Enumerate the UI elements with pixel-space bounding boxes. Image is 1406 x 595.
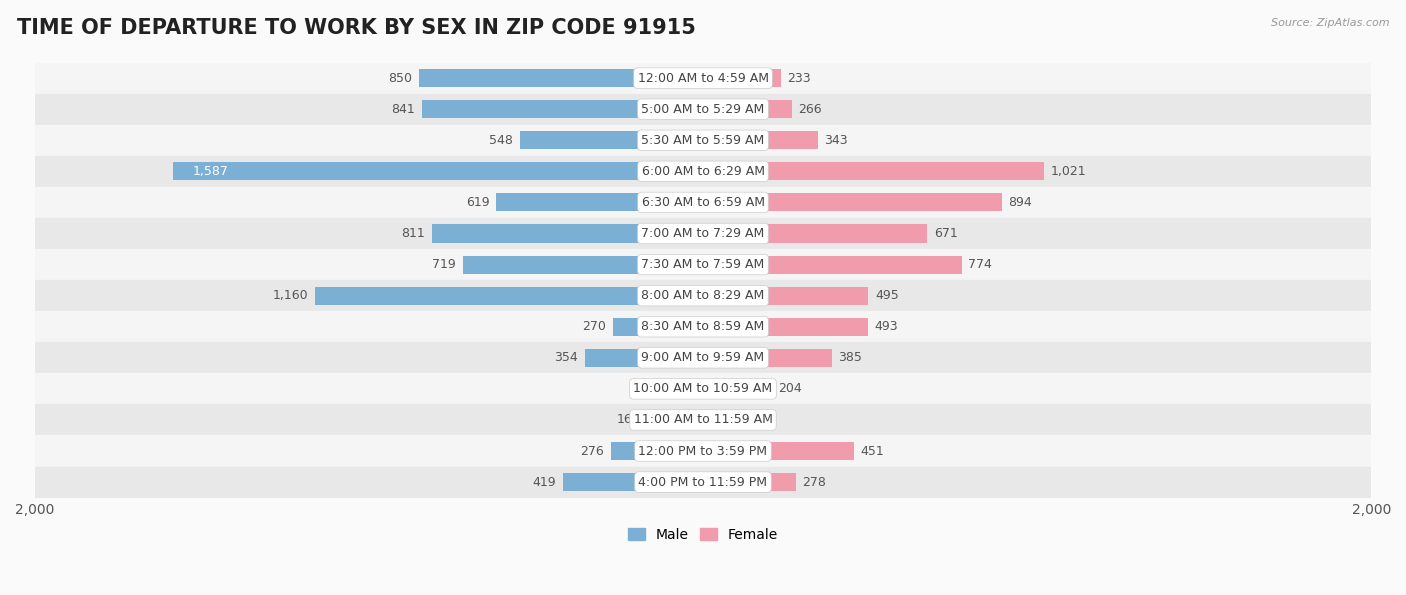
- Bar: [35, 311, 1371, 342]
- Bar: [610, 442, 703, 460]
- Text: 233: 233: [787, 71, 811, 84]
- Bar: [35, 93, 1371, 125]
- Bar: [562, 473, 703, 491]
- Bar: [703, 349, 832, 367]
- Bar: [703, 162, 1045, 180]
- Text: 1,160: 1,160: [273, 289, 309, 302]
- Bar: [35, 62, 1371, 93]
- Text: 354: 354: [554, 351, 578, 364]
- Text: 385: 385: [838, 351, 862, 364]
- Bar: [703, 380, 770, 398]
- Bar: [35, 218, 1371, 249]
- Text: 6:00 AM to 6:29 AM: 6:00 AM to 6:29 AM: [641, 165, 765, 178]
- Bar: [35, 373, 1371, 405]
- Text: 4:00 PM to 11:59 PM: 4:00 PM to 11:59 PM: [638, 475, 768, 488]
- Text: 1,587: 1,587: [193, 165, 229, 178]
- Text: 168: 168: [616, 414, 640, 427]
- Text: 451: 451: [860, 444, 884, 458]
- Bar: [703, 256, 962, 274]
- Text: 6:30 AM to 6:59 AM: 6:30 AM to 6:59 AM: [641, 196, 765, 209]
- Bar: [35, 280, 1371, 311]
- Text: 204: 204: [778, 383, 801, 395]
- Bar: [173, 162, 703, 180]
- Bar: [422, 100, 703, 118]
- Bar: [496, 193, 703, 211]
- Bar: [703, 287, 869, 305]
- Bar: [703, 131, 818, 149]
- Text: 276: 276: [581, 444, 605, 458]
- Text: 12:00 PM to 3:59 PM: 12:00 PM to 3:59 PM: [638, 444, 768, 458]
- Text: Source: ZipAtlas.com: Source: ZipAtlas.com: [1271, 18, 1389, 28]
- Bar: [35, 125, 1371, 156]
- Text: 894: 894: [1008, 196, 1032, 209]
- Bar: [520, 131, 703, 149]
- Text: 343: 343: [824, 134, 848, 147]
- Text: 5:30 AM to 5:59 AM: 5:30 AM to 5:59 AM: [641, 134, 765, 147]
- Text: 841: 841: [391, 103, 415, 115]
- Bar: [315, 287, 703, 305]
- Text: 8:30 AM to 8:59 AM: 8:30 AM to 8:59 AM: [641, 320, 765, 333]
- Bar: [703, 442, 853, 460]
- Text: 850: 850: [388, 71, 412, 84]
- Bar: [432, 224, 703, 243]
- Bar: [35, 436, 1371, 466]
- Bar: [613, 318, 703, 336]
- Text: 10:00 AM to 10:59 AM: 10:00 AM to 10:59 AM: [634, 383, 772, 395]
- Bar: [703, 69, 780, 87]
- Text: 9:00 AM to 9:59 AM: 9:00 AM to 9:59 AM: [641, 351, 765, 364]
- Text: 419: 419: [533, 475, 557, 488]
- Text: 11:00 AM to 11:59 AM: 11:00 AM to 11:59 AM: [634, 414, 772, 427]
- Legend: Male, Female: Male, Female: [623, 522, 783, 547]
- Text: 548: 548: [489, 134, 513, 147]
- Bar: [35, 342, 1371, 373]
- Text: 21: 21: [673, 383, 689, 395]
- Text: 266: 266: [799, 103, 823, 115]
- Text: 671: 671: [934, 227, 957, 240]
- Text: 95: 95: [741, 414, 758, 427]
- Bar: [703, 473, 796, 491]
- Bar: [703, 224, 927, 243]
- Text: 811: 811: [402, 227, 426, 240]
- Bar: [696, 380, 703, 398]
- Text: 7:00 AM to 7:29 AM: 7:00 AM to 7:29 AM: [641, 227, 765, 240]
- Bar: [35, 156, 1371, 187]
- Bar: [703, 318, 868, 336]
- Bar: [463, 256, 703, 274]
- Bar: [419, 69, 703, 87]
- Text: 1,021: 1,021: [1050, 165, 1087, 178]
- Text: 12:00 AM to 4:59 AM: 12:00 AM to 4:59 AM: [637, 71, 769, 84]
- Bar: [35, 466, 1371, 497]
- Text: 619: 619: [465, 196, 489, 209]
- Bar: [35, 405, 1371, 436]
- Text: 5:00 AM to 5:29 AM: 5:00 AM to 5:29 AM: [641, 103, 765, 115]
- Bar: [703, 193, 1001, 211]
- Text: 719: 719: [432, 258, 456, 271]
- Text: 495: 495: [875, 289, 898, 302]
- Text: 493: 493: [875, 320, 898, 333]
- Bar: [703, 411, 735, 429]
- Bar: [585, 349, 703, 367]
- Text: 7:30 AM to 7:59 AM: 7:30 AM to 7:59 AM: [641, 258, 765, 271]
- Text: 8:00 AM to 8:29 AM: 8:00 AM to 8:29 AM: [641, 289, 765, 302]
- Bar: [35, 249, 1371, 280]
- Text: 270: 270: [582, 320, 606, 333]
- Bar: [703, 100, 792, 118]
- Text: 278: 278: [803, 475, 827, 488]
- Text: TIME OF DEPARTURE TO WORK BY SEX IN ZIP CODE 91915: TIME OF DEPARTURE TO WORK BY SEX IN ZIP …: [17, 18, 696, 38]
- Bar: [647, 411, 703, 429]
- Text: 774: 774: [969, 258, 993, 271]
- Bar: [35, 187, 1371, 218]
